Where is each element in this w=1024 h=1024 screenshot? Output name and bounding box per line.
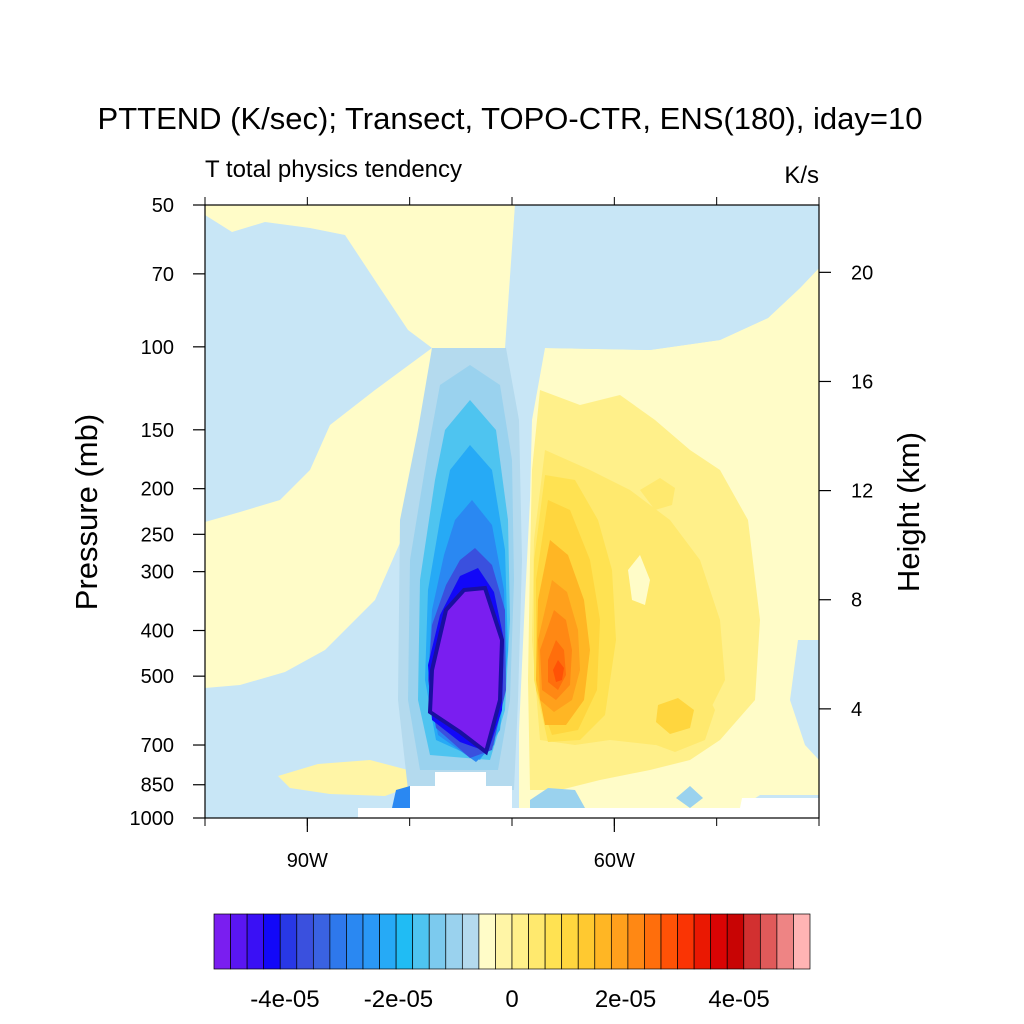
- colorbar: -4e-05 -2e-05 0 2e-05 4e-05: [213, 913, 811, 1013]
- y-left-tick-label: 300: [141, 562, 174, 584]
- chart-subtitle-left: T total physics tendency: [205, 156, 462, 183]
- colorbar-swatch: [478, 913, 496, 970]
- colorbar-swatch: [660, 913, 678, 970]
- surface-cooling-patch-3: [392, 786, 410, 808]
- cooling-core: [427, 585, 505, 756]
- y-left-tick-label: 850: [141, 775, 174, 797]
- y-right-tick-label: 16: [851, 371, 873, 393]
- units-label: K/s: [784, 162, 819, 189]
- colorbar-swatch: [279, 913, 298, 970]
- y-left-tick-label: 250: [141, 524, 174, 546]
- colorbar-swatch: [230, 913, 248, 970]
- colorbar-label: -2e-05: [364, 986, 433, 1013]
- y-right-tick-label: 12: [851, 481, 873, 503]
- near-surface-positive-region: [278, 760, 412, 796]
- colorbar-swatch: [461, 913, 480, 970]
- colorbar-swatch: [528, 913, 546, 970]
- y-left-tick-label: 50: [152, 195, 174, 217]
- colorbar-swatch: [412, 913, 430, 970]
- colorbar-swatch: [644, 913, 662, 970]
- left-lower-positive-region: [205, 348, 432, 688]
- pale-core-patch: [628, 555, 650, 605]
- y-right-tick-label: 4: [851, 699, 862, 721]
- colorbar-swatch: [544, 913, 563, 970]
- y-left-tick-label: 1000: [130, 808, 175, 830]
- colorbar-swatch: [428, 913, 447, 970]
- x-axis: 90W 60W: [204, 197, 820, 872]
- colorbar-swatch: [362, 913, 380, 970]
- surface-cooling-patch-1: [530, 788, 585, 808]
- colorbar-swatch: [329, 913, 347, 970]
- colorbar-swatch: [693, 913, 712, 970]
- y-left-tick-label: 500: [141, 666, 174, 688]
- y-axis-left: 50 70 100 150 200 250 300 400 500 700 850 1000: [130, 195, 205, 830]
- colorbar-label: 0: [505, 986, 518, 1013]
- colorbar-swatch: [793, 913, 811, 970]
- colorbar-swatch: [346, 913, 364, 970]
- y-axis-label-right: Height (km): [891, 432, 926, 592]
- colorbar-swatch: [495, 913, 513, 970]
- y-right-tick-label: 20: [851, 262, 873, 284]
- y-left-tick-label: 400: [141, 621, 174, 643]
- y-axis-right: 20 16 12 8 4: [819, 262, 873, 721]
- colorbar-swatch: [511, 913, 529, 970]
- x-tick-label: 90W: [287, 850, 328, 872]
- colorbar-swatch: [627, 913, 645, 970]
- y-left-tick-label: 200: [141, 479, 174, 501]
- colorbar-swatch: [594, 913, 612, 970]
- colorbar-swatch: [710, 913, 728, 970]
- colorbar-swatch: [743, 913, 761, 970]
- colorbar-label: -4e-05: [250, 986, 319, 1013]
- y-left-tick-label: 100: [141, 337, 174, 359]
- y-left-tick-label: 70: [152, 264, 174, 286]
- y-left-tick-label: 150: [141, 420, 174, 442]
- colorbar-swatch: [395, 913, 414, 970]
- colorbar-swatch: [759, 913, 778, 970]
- colorbar-swatch: [610, 913, 629, 970]
- secondary-heating-core: [656, 698, 694, 734]
- chart-title: PTTEND (K/sec); Transect, TOPO-CTR, ENS(…: [98, 101, 923, 136]
- colorbar-swatch: [246, 913, 265, 970]
- y-right-tick-label: 8: [851, 590, 862, 612]
- colorbar-swatch: [726, 913, 745, 970]
- y-left-tick-label: 700: [141, 735, 174, 757]
- contour-field: [205, 205, 819, 818]
- upper-heating-patch: [640, 478, 675, 510]
- colorbar-swatch: [379, 913, 397, 970]
- colorbar-label: 4e-05: [708, 986, 769, 1013]
- topography-mask: [358, 772, 819, 818]
- x-tick-label: 60W: [594, 850, 635, 872]
- y-axis-label-left: Pressure (mb): [69, 414, 104, 610]
- colorbar-swatch: [677, 913, 695, 970]
- upper-right-negative-region: [506, 205, 819, 350]
- colorbar-swatch: [561, 913, 579, 970]
- colorbar-swatch: [577, 913, 596, 970]
- surface-cooling-patch-2: [676, 786, 703, 808]
- colorbar-swatch: [296, 913, 314, 970]
- colorbar-swatch: [213, 913, 231, 970]
- heating-max: [553, 660, 564, 682]
- colorbar-swatch: [776, 913, 794, 970]
- colorbar-swatch: [263, 913, 281, 970]
- colorbar-swatch: [312, 913, 331, 970]
- upper-left-positive-region: [205, 205, 515, 348]
- colorbar-swatch: [445, 913, 463, 970]
- colorbar-label: 2e-05: [595, 986, 656, 1013]
